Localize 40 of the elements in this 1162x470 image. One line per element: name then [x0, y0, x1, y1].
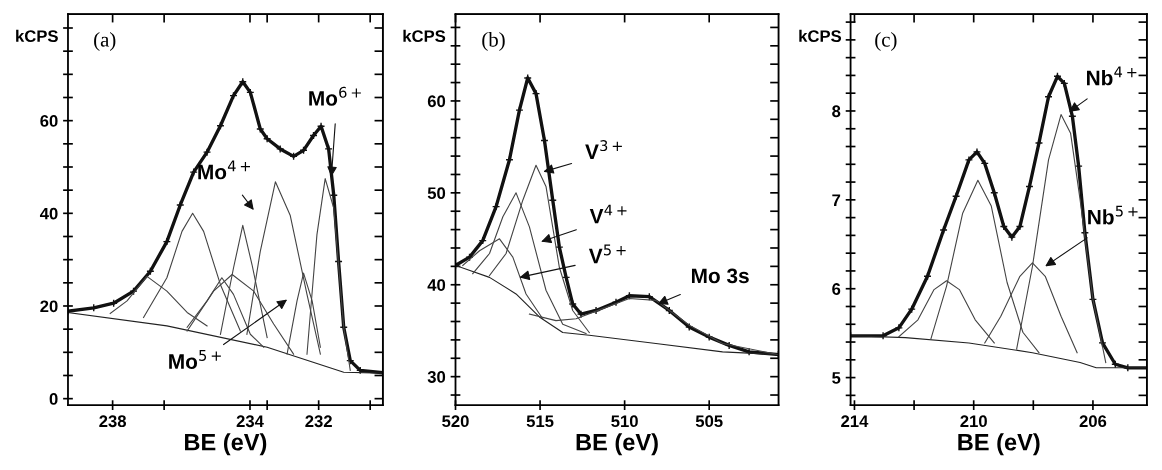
y-axis-title: kCPS: [16, 29, 58, 43]
y-tick-label: 30: [427, 371, 446, 383]
x-tick-label: 210: [960, 415, 987, 428]
y-tick-label: 5: [832, 372, 841, 384]
x-axis-title: BE (eV): [576, 433, 658, 456]
y-tick-label: 50: [427, 187, 446, 200]
y-tick-label: 6: [832, 283, 841, 295]
y-axis-title: kCPS: [799, 29, 842, 43]
y-tick-label: 60: [40, 115, 58, 127]
annotation: Mo$^{4+}$: [198, 160, 250, 180]
x-axis-title: BE (eV): [958, 433, 1040, 456]
x-axis-title: BE (eV): [185, 433, 267, 456]
annotation: (c): [875, 32, 897, 51]
y-tick-label: 60: [427, 95, 446, 108]
y-tick-label: 40: [427, 279, 446, 291]
x-tick-label: 234: [236, 415, 264, 428]
y-tick-label: 8: [832, 105, 841, 118]
annotation: V$^{4+}$: [589, 204, 627, 224]
annotation: Nb$^{5+}$: [1088, 205, 1138, 225]
annotation: Mo$^{5+}$: [169, 350, 221, 369]
annotation: (b): [482, 32, 505, 51]
x-tick-label: 206: [1079, 415, 1107, 428]
x-tick-label: 214: [841, 415, 869, 427]
y-tick-label: 0: [49, 393, 58, 405]
annotation: V$^{5+}$: [588, 244, 626, 264]
x-tick-label: 520: [442, 415, 469, 428]
x-tick-label: 232: [305, 415, 332, 428]
x-tick-label: 505: [695, 415, 723, 428]
x-tick-label: 238: [99, 415, 127, 428]
annotation: V$^{3+}$: [585, 140, 622, 159]
y-tick-label: 40: [39, 207, 58, 220]
y-tick-label: 7: [832, 194, 841, 206]
annotation: Nb$^{4+}$: [1087, 66, 1137, 86]
annotation: Mo$^{6+}$: [309, 86, 361, 106]
x-tick-label: 510: [611, 415, 638, 428]
annotation: Mo 3s: [691, 268, 749, 284]
y-tick-label: 20: [40, 300, 58, 313]
x-tick-label: 515: [526, 415, 554, 428]
y-axis-title: kCPS: [403, 29, 446, 43]
annotation: (a): [94, 32, 116, 51]
